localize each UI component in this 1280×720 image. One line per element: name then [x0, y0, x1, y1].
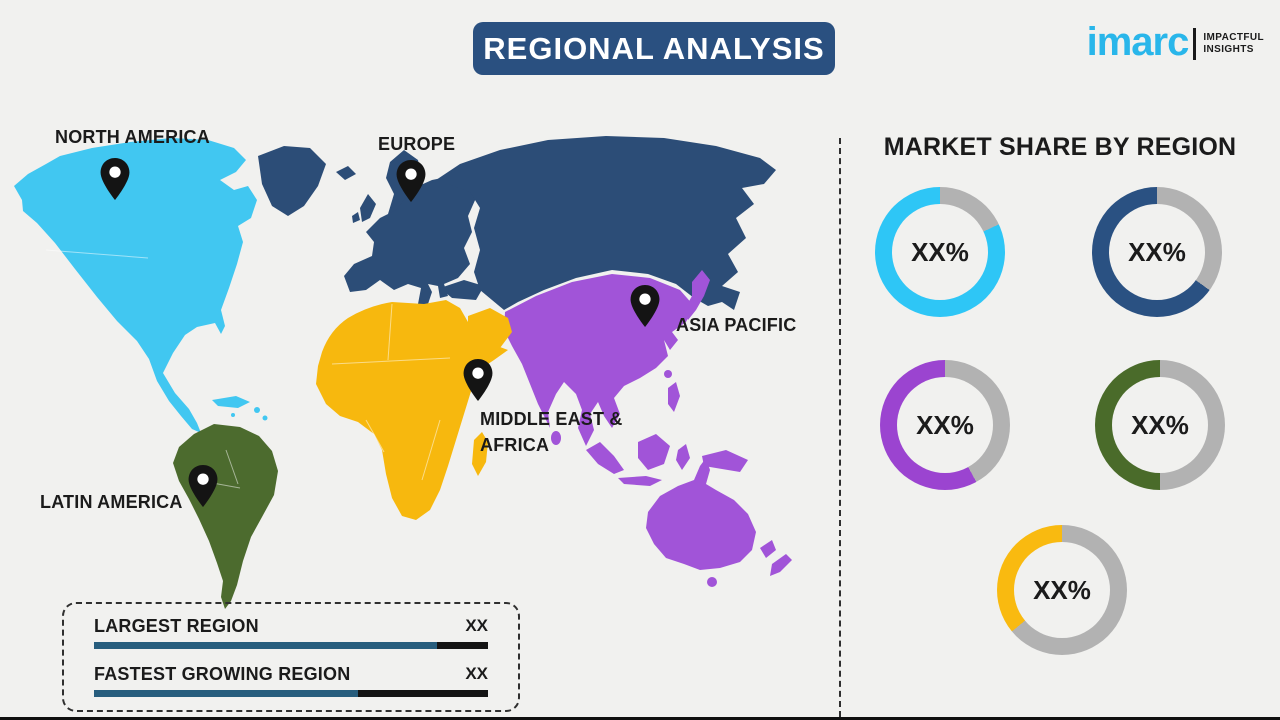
label-middle-east-africa-line2: AFRICA — [480, 435, 550, 455]
logo-tagline: IMPACTFUL INSIGHTS — [1203, 32, 1264, 57]
map-pin-middle-east-africa — [462, 359, 494, 401]
legend-row-largest-region: LARGEST REGION XX — [94, 616, 488, 649]
dashed-divider — [839, 138, 841, 717]
legend-value: XX — [465, 616, 488, 635]
page-title-banner: REGIONAL ANALYSIS — [473, 22, 835, 75]
market-share-heading: MARKET SHARE BY REGION — [883, 133, 1237, 161]
region-north-america — [14, 138, 268, 433]
label-latin-america: LATIN AMERICA — [40, 492, 183, 512]
imarc-logo: imarc IMPACTFUL INSIGHTS — [1087, 22, 1264, 62]
legend-row-fastest-growing-region: FASTEST GROWING REGION XX — [94, 664, 488, 697]
label-asia-pacific: ASIA PACIFIC — [676, 315, 797, 335]
legend-label: FASTEST GROWING REGION — [94, 664, 351, 684]
donut-value: XX% — [1112, 377, 1208, 473]
donut-value: XX% — [892, 204, 988, 300]
legend-value: XX — [465, 664, 488, 683]
label-north-america: NORTH AMERICA — [55, 127, 210, 147]
donut-value: XX% — [897, 377, 993, 473]
logo-divider — [1193, 28, 1197, 60]
map-legend: LARGEST REGION XX FASTEST GROWING REGION… — [62, 602, 520, 712]
label-middle-east-africa-line1: MIDDLE EAST & — [480, 409, 623, 429]
legend-bar-fill — [94, 642, 437, 649]
label-middle-east-africa: MIDDLE EAST & AFRICA — [480, 406, 623, 458]
logo-tagline-line2: INSIGHTS — [1203, 44, 1254, 55]
donut-chart-north-america: XX% — [875, 187, 1005, 317]
legend-bar-fill — [94, 690, 358, 697]
donut-chart-middle-east-africa: XX% — [1095, 360, 1225, 490]
map-pin-asia-pacific — [629, 285, 661, 327]
bottom-border — [0, 717, 1280, 720]
page-title: REGIONAL ANALYSIS — [483, 30, 825, 66]
logo-tagline-line1: IMPACTFUL — [1203, 31, 1264, 43]
label-europe: EUROPE — [378, 134, 456, 154]
region-middle-east-africa — [316, 300, 512, 520]
legend-bar — [94, 642, 488, 649]
donut-value: XX% — [1109, 204, 1205, 300]
map-pin-latin-america — [187, 465, 219, 507]
region-latin-america — [173, 424, 278, 609]
donut-chart-asia-pacific: XX% — [880, 360, 1010, 490]
map-pin-europe — [395, 160, 427, 202]
donut-value: XX% — [1014, 542, 1110, 638]
imarc-logo-text: imarc — [1086, 20, 1190, 64]
legend-bar — [94, 690, 488, 697]
map-pin-north-america — [99, 158, 131, 200]
donut-chart-latin-america: XX% — [997, 525, 1127, 655]
donut-chart-europe: XX% — [1092, 187, 1222, 317]
legend-label: LARGEST REGION — [94, 616, 259, 636]
region-europe — [258, 136, 776, 310]
